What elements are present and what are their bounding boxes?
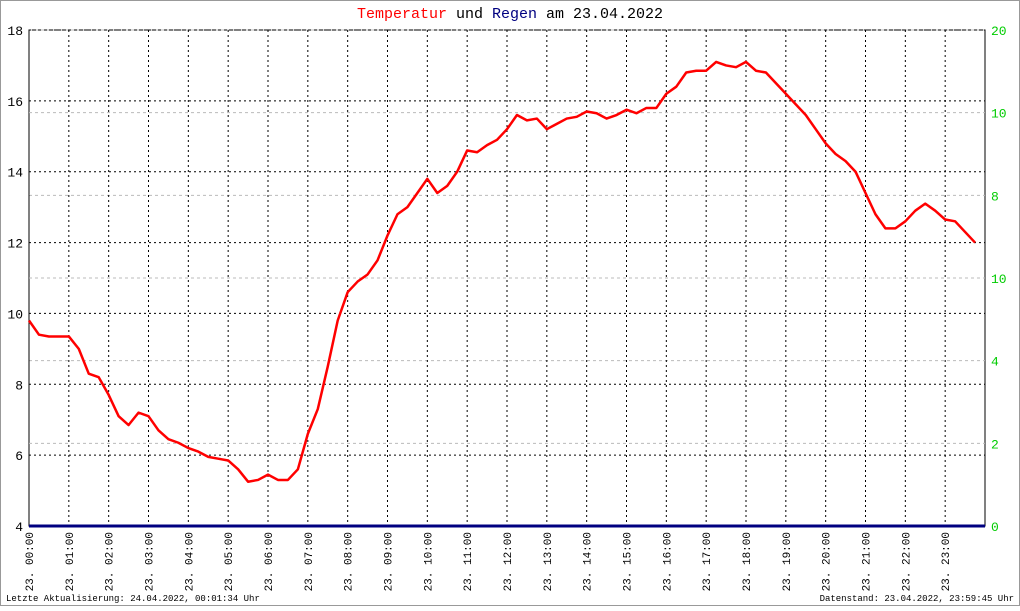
x-tick-label: 23. 19:00 [782, 532, 794, 591]
x-tick-label: 23. 21:00 [862, 532, 874, 591]
title-part: Regen [492, 6, 537, 23]
x-tick-label: 23. 22:00 [901, 532, 913, 591]
title-part: Temperatur [357, 6, 447, 23]
y-tick-label: 8 [15, 378, 23, 393]
x-tick-label: 23. 00:00 [25, 532, 37, 591]
x-tick-label: 23. 16:00 [662, 532, 674, 591]
y-tick-label: 6 [15, 449, 23, 464]
x-tick-label: 23. 17:00 [702, 532, 714, 591]
chart-title: Temperatur und Regen am 23.04.2022 [357, 6, 663, 23]
x-tick-label: 23. 06:00 [264, 532, 276, 591]
x-tick-label: 23. 01:00 [65, 532, 77, 591]
x-tick-label: 23. 10:00 [423, 532, 435, 591]
x-tick-label: 23. 02:00 [105, 532, 117, 591]
x-tick-label: 23. 18:00 [742, 532, 754, 591]
y-tick-label: 18 [7, 24, 23, 39]
series-line [27, 60, 976, 483]
x-tick-label: 23. 07:00 [304, 532, 316, 591]
x-tick-label: 23. 12:00 [503, 532, 515, 591]
y2-tick-label: 10 [991, 272, 1007, 287]
y2-tick-label: 4 [991, 355, 999, 370]
footer-left: Letzte Aktualisierung: 24.04.2022, 00:01… [6, 594, 260, 604]
x-tick-label: 23. 08:00 [344, 532, 356, 591]
y-tick-label: 10 [7, 307, 23, 322]
y-tick-label: 14 [7, 166, 23, 181]
x-tick-label: 23. 09:00 [384, 532, 396, 591]
y2-tick-label: 10 [991, 107, 1007, 122]
y2-tick-label: 20 [991, 24, 1007, 39]
x-tick-label: 23. 11:00 [463, 532, 475, 591]
x-tick-label: 23. 13:00 [543, 532, 555, 591]
x-tick-label: 23. 05:00 [224, 532, 236, 591]
x-tick-label: 23. 20:00 [822, 532, 834, 591]
x-tick-label: 23. 14:00 [583, 532, 595, 591]
x-tick-label: 23. 15:00 [623, 532, 635, 591]
x-tick-label: 23. 04:00 [184, 532, 196, 591]
y2-tick-label: 0 [991, 520, 999, 535]
x-tick-label: 23. 03:00 [145, 532, 157, 591]
x-tick-label: 23. 23:00 [941, 532, 953, 591]
title-part: am 23.04.2022 [546, 6, 663, 23]
y-tick-label: 12 [7, 237, 23, 252]
title-part: und [456, 6, 483, 23]
y2-tick-label: 8 [991, 189, 999, 204]
y-tick-label: 4 [15, 520, 23, 535]
y2-tick-label: 2 [991, 437, 999, 452]
plot-area [28, 29, 986, 527]
footer-right: Datenstand: 23.04.2022, 23:59:45 Uhr [820, 594, 1014, 604]
y-tick-label: 16 [7, 95, 23, 110]
